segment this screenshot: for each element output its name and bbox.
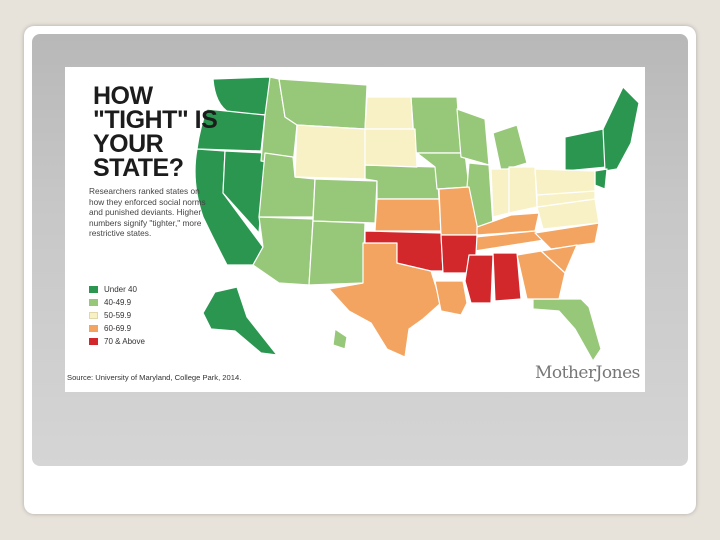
state-minnesota bbox=[410, 96, 462, 154]
state-alabama bbox=[492, 252, 522, 302]
map-title: HOW "TIGHT" IS YOUR STATE? bbox=[93, 82, 218, 182]
state-mississippi bbox=[464, 254, 494, 304]
state-colorado bbox=[312, 178, 378, 224]
state-south-dakota bbox=[364, 128, 418, 168]
state-nevada bbox=[222, 150, 266, 234]
state-new-york bbox=[564, 128, 608, 172]
legend-item: Under 40 bbox=[89, 283, 145, 296]
mother-jones-logo: MotherJones bbox=[535, 363, 640, 383]
source-note: Source: University of Maryland, College … bbox=[67, 373, 242, 382]
legend-label: 60-69.9 bbox=[104, 324, 132, 333]
us-map bbox=[194, 76, 640, 362]
state-north-dakota bbox=[364, 96, 414, 130]
legend-item: 70 & Above bbox=[89, 335, 145, 348]
legend-label: Under 40 bbox=[104, 285, 137, 294]
slide: HOW "TIGHT" IS YOUR STATE? Researchers r… bbox=[24, 26, 696, 514]
state-louisiana bbox=[434, 280, 468, 316]
state-new-england bbox=[602, 86, 640, 172]
state-ohio bbox=[508, 166, 538, 214]
state-wisconsin bbox=[456, 108, 490, 166]
legend-label: 70 & Above bbox=[104, 337, 145, 346]
state-oregon bbox=[196, 108, 266, 152]
content-panel: HOW "TIGHT" IS YOUR STATE? Researchers r… bbox=[32, 34, 688, 466]
state-hawaii bbox=[332, 328, 348, 350]
legend-swatch bbox=[89, 325, 98, 332]
legend-item: 60-69.9 bbox=[89, 322, 145, 335]
state-new-jersey bbox=[594, 168, 608, 190]
state-kansas bbox=[374, 198, 442, 232]
state-montana bbox=[278, 78, 368, 130]
state-alaska bbox=[202, 286, 278, 356]
state-georgia bbox=[516, 250, 566, 300]
state-wyoming bbox=[294, 124, 366, 180]
legend-item: 50-59.9 bbox=[89, 309, 145, 322]
state-north-carolina bbox=[534, 222, 600, 250]
state-new-mexico bbox=[308, 220, 366, 286]
map-card: HOW "TIGHT" IS YOUR STATE? Researchers r… bbox=[65, 67, 645, 392]
state-arizona bbox=[252, 216, 314, 286]
legend-swatch bbox=[89, 299, 98, 306]
state-indiana bbox=[490, 168, 510, 218]
state-kentucky bbox=[476, 212, 540, 236]
legend-label: 40-49.9 bbox=[104, 298, 132, 307]
legend-label: 50-59.9 bbox=[104, 311, 132, 320]
state-florida bbox=[532, 298, 602, 362]
legend: Under 40 40-49.9 50-59.9 60-69.9 70 & Ab… bbox=[89, 283, 145, 348]
state-california bbox=[194, 148, 264, 266]
legend-swatch bbox=[89, 286, 98, 293]
legend-swatch bbox=[89, 338, 98, 345]
legend-item: 40-49.9 bbox=[89, 296, 145, 309]
state-michigan bbox=[492, 124, 528, 172]
state-maryland bbox=[536, 190, 596, 208]
map-description: Researchers ranked states on how they en… bbox=[89, 186, 206, 238]
legend-swatch bbox=[89, 312, 98, 319]
